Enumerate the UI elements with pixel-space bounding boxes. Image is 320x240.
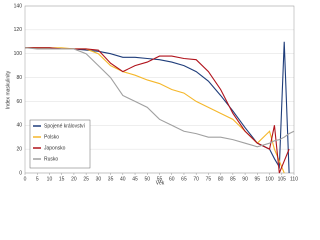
y-tick-label: 0 <box>19 170 22 176</box>
x-tick-label: 25 <box>83 176 89 182</box>
x-tick-label: 80 <box>218 176 224 182</box>
x-tick-label: 10 <box>47 176 53 182</box>
y-axis-title: Index maskulinity <box>5 70 11 109</box>
x-tick-label: 20 <box>71 176 77 182</box>
x-tick-label: 5 <box>36 176 39 182</box>
y-tick-label: 140 <box>14 3 23 9</box>
x-tick-label: 50 <box>144 176 150 182</box>
y-tick-label: 40 <box>16 123 22 129</box>
y-tick-label: 60 <box>16 99 22 105</box>
x-tick-label: 75 <box>206 176 212 182</box>
plot-frame <box>24 5 295 174</box>
x-tick-label: 100 <box>265 176 274 182</box>
x-tick-label: 110 <box>290 176 298 182</box>
x-axis-title: Věk <box>156 180 165 186</box>
x-tick-label: 105 <box>278 176 287 182</box>
legend-label: Rusko <box>44 156 58 162</box>
x-tick-label: 95 <box>255 176 261 182</box>
legend-label: Japonsko <box>44 145 66 151</box>
x-tick-label: 30 <box>96 176 102 182</box>
chart: Index maskulinity Věk 020406080100120140… <box>5 3 298 186</box>
x-tick-label: 90 <box>242 176 248 182</box>
x-tick-label: 60 <box>169 176 175 182</box>
legend-label: Spojené království <box>44 123 85 129</box>
legend-label: Polsko <box>44 134 59 140</box>
x-tick-label: 55 <box>157 176 163 182</box>
x-tick-label: 40 <box>120 176 126 182</box>
x-tick-label: 15 <box>59 176 65 182</box>
x-tick-label: 35 <box>108 176 114 182</box>
y-tick-label: 80 <box>16 75 22 81</box>
y-tick-label: 120 <box>14 27 23 33</box>
legend-box <box>29 119 91 169</box>
y-tick-label: 20 <box>16 146 22 152</box>
x-tick-label: 45 <box>132 176 138 182</box>
series-line <box>24 47 295 148</box>
y-tick-label: 100 <box>14 51 23 57</box>
x-tick-label: 65 <box>181 176 187 182</box>
x-tick-label: 0 <box>24 176 27 182</box>
x-tick-label: 85 <box>230 176 236 182</box>
x-tick-label: 70 <box>193 176 199 182</box>
